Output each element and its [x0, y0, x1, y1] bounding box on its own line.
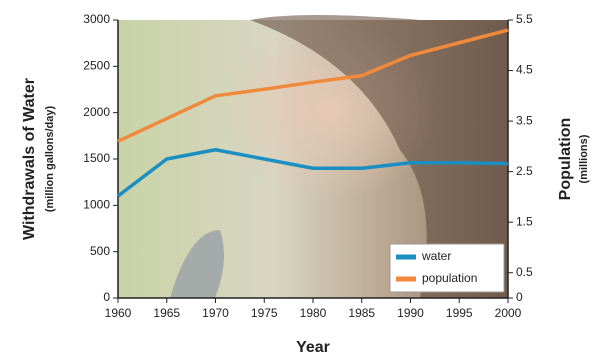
x-tick-label: 1990: [397, 306, 424, 320]
x-tick-label: 1985: [348, 306, 375, 320]
x-tick-label: 2000: [495, 306, 522, 320]
x-tick-label: 1995: [446, 306, 473, 320]
y-tick-label: 2500: [83, 59, 110, 73]
data-line: [116, 147, 509, 198]
y2-tick-label: 0.5: [516, 265, 533, 279]
y2-tick-label: 1.5: [516, 214, 533, 228]
legend-label: water: [421, 249, 451, 263]
x-tick-label: 1960: [105, 306, 132, 320]
y-tick-label: 0: [103, 290, 110, 304]
y2-tick-label: 2.5: [516, 164, 533, 178]
x-axis-title: Year: [296, 339, 330, 356]
y-tick-label: 3000: [83, 12, 110, 26]
y2-axis-subtitle: (millions): [578, 134, 590, 183]
y-axis-subtitle: (million gallons/day): [44, 105, 56, 212]
y2-tick-label: 0: [516, 290, 523, 304]
y-tick-label: 500: [90, 244, 110, 258]
y-tick-label: 2000: [83, 105, 110, 119]
x-tick-label: 1975: [251, 306, 278, 320]
x-tick-label: 1965: [153, 306, 180, 320]
y-tick-label: 1000: [83, 198, 110, 212]
y2-axis-title: Population: [557, 118, 574, 201]
legend-box: [389, 243, 505, 293]
y2-tick-label: 3.5: [516, 113, 533, 127]
y2-tick-label: 4.5: [516, 63, 533, 77]
x-tick-label: 1970: [202, 306, 229, 320]
y-axis-title: Withdrawals of Water: [21, 78, 38, 240]
x-tick-label: 1980: [300, 306, 327, 320]
y2-tick-label: 5.5: [516, 12, 533, 26]
y-tick-label: 1500: [83, 151, 110, 165]
photo-fountain: [170, 230, 224, 298]
photo-hair: [250, 15, 508, 298]
data-line: [117, 28, 509, 143]
legend-label: population: [422, 271, 477, 285]
